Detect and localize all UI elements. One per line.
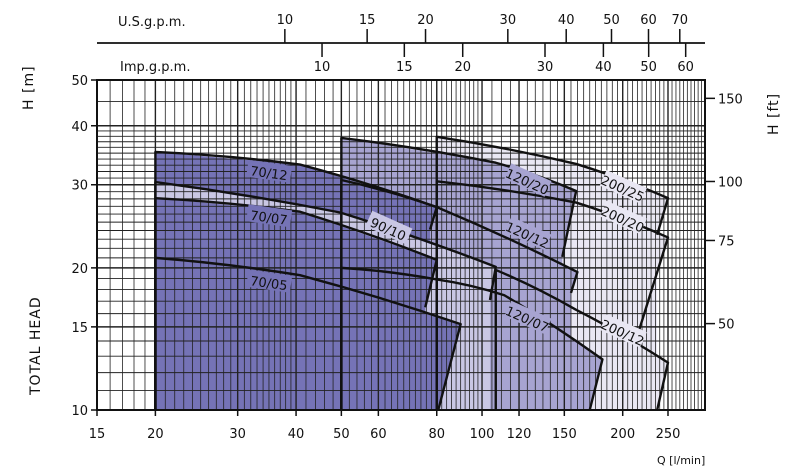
series-curve-90-10: [154, 180, 497, 410]
right-tick-label: 50: [718, 318, 735, 333]
x-tick-label: 20: [147, 427, 164, 442]
top-us-tick-label: 30: [500, 13, 517, 28]
series-label-bg: [504, 300, 552, 335]
right-tick-label: 75: [718, 234, 735, 249]
plot-frame: [96, 79, 706, 411]
series-label-bg: [365, 210, 413, 245]
series-curve-200-12: [494, 268, 670, 411]
series-curve-200-20: [435, 180, 670, 410]
x-tick-label: 250: [656, 427, 681, 442]
top-imp-tick-label: 60: [677, 60, 694, 75]
y-tick-label: 50: [71, 74, 88, 89]
series-label-bg: [599, 314, 647, 348]
series-label-bg: [504, 216, 552, 251]
x-tick-label: 80: [428, 427, 445, 442]
series-label-bg: [246, 204, 293, 228]
y-tick-label: 20: [71, 262, 88, 277]
series-curve-120-12: [340, 178, 579, 410]
top-imp-tick-label: 10: [314, 60, 331, 75]
top-axis-imp-label: Imp.g.p.m.: [120, 60, 190, 75]
series-label: 70/07: [249, 209, 288, 229]
x-tick-label: 15: [89, 427, 106, 442]
top-us-tick-label: 10: [277, 13, 294, 28]
y-axis-secondary-label: TOTAL HEAD: [28, 296, 44, 396]
x-tick-label: 40: [288, 427, 305, 442]
x-tick-label: 150: [552, 427, 577, 442]
x-tick-label: 60: [370, 427, 387, 442]
y-tick-label: 10: [71, 404, 88, 419]
series-label-bg: [246, 269, 293, 293]
series-label-bg: [599, 170, 647, 204]
x-tick-label: 50: [333, 427, 350, 442]
series-fill-70-05: [155, 257, 461, 410]
top-us-tick-label: 60: [640, 13, 657, 28]
series-label-bg: [599, 200, 647, 235]
axes: 15 20 30 40 50 60 80 100 120 150 200 25010152030405…: [71, 13, 742, 442]
top-us-tick-label: 15: [359, 13, 376, 28]
x-tick-label: 120: [507, 427, 532, 442]
top-axis-us-label: U.S.g.p.m.: [118, 15, 186, 30]
grid: [96, 79, 706, 411]
series-curve-120-07: [340, 266, 604, 411]
top-imp-tick-label: 50: [640, 60, 657, 75]
y-tick-label: 30: [71, 179, 88, 194]
y-tick-label: 15: [71, 321, 88, 336]
top-imp-tick-label: 40: [595, 60, 612, 75]
x-tick-label: 200: [610, 427, 635, 442]
y-axis-label: H [m]: [21, 65, 37, 110]
right-tick-label: 150: [718, 92, 743, 107]
series-label-bg: [246, 159, 293, 183]
top-imp-tick-label: 30: [537, 60, 554, 75]
top-us-tick-label: 70: [672, 13, 689, 28]
series-curves: [154, 135, 670, 411]
right-axis-label: H [ft]: [766, 93, 782, 135]
y-tick-label: 40: [71, 120, 88, 135]
series-label: 70/12: [249, 164, 288, 184]
series-curve-120-20: [340, 136, 578, 410]
top-us-tick-label: 40: [558, 13, 575, 28]
series-curve-70-12: [154, 150, 438, 410]
right-tick-label: 100: [718, 175, 743, 190]
series-label: 70/05: [249, 274, 288, 294]
top-us-tick-label: 20: [417, 13, 434, 28]
x-tick-label: 100: [470, 427, 495, 442]
top-imp-tick-label: 20: [454, 60, 471, 75]
series-curve-70-05: [154, 256, 462, 411]
series-curve-70-07: [154, 196, 438, 410]
top-us-tick-label: 50: [603, 13, 620, 28]
x-axis-label: Q [l/min]: [657, 454, 705, 467]
series-label-bg: [504, 163, 552, 197]
x-tick-label: 30: [229, 427, 246, 442]
top-imp-tick-label: 15: [396, 60, 413, 75]
